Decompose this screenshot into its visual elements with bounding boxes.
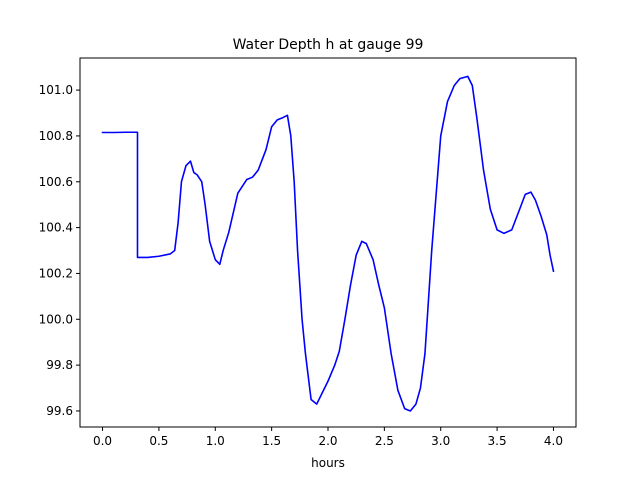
y-tick-label: 100.8 [39,129,73,143]
y-tick-label: 100.0 [39,312,73,326]
x-tick-label: 3.0 [431,434,450,448]
x-tick-label: 1.0 [206,434,225,448]
y-axis-ticks: 99.6 99.8 100.0 100.2 100.4 100.6 100.8 101.0 [39,83,80,418]
y-tick-label: 99.8 [46,358,73,372]
x-tick-label: 1.5 [262,434,281,448]
x-tick-label: 0.0 [93,434,112,448]
chart-title: Water Depth h at gauge 99 [233,37,424,53]
x-tick-label: 2.0 [318,434,337,448]
y-tick-label: 100.4 [39,221,73,235]
x-tick-label: 4.0 [544,434,563,448]
x-axis-ticks: 0.0 0.5 1.0 1.5 2.0 2.5 3.0 3.5 4.0 [93,427,563,448]
plot-area [79,57,577,428]
series-layer [101,75,555,412]
series-line [101,75,555,412]
y-tick-label: 100.6 [39,175,73,189]
x-tick-label: 0.5 [149,434,168,448]
y-tick-label: 99.6 [46,404,73,418]
axes-background [80,58,576,427]
y-tick-label: 100.2 [39,266,73,280]
y-tick-label: 101.0 [39,83,73,97]
x-tick-label: 3.5 [488,434,507,448]
x-axis-label: hours [311,456,345,470]
x-tick-label: 2.5 [375,434,394,448]
